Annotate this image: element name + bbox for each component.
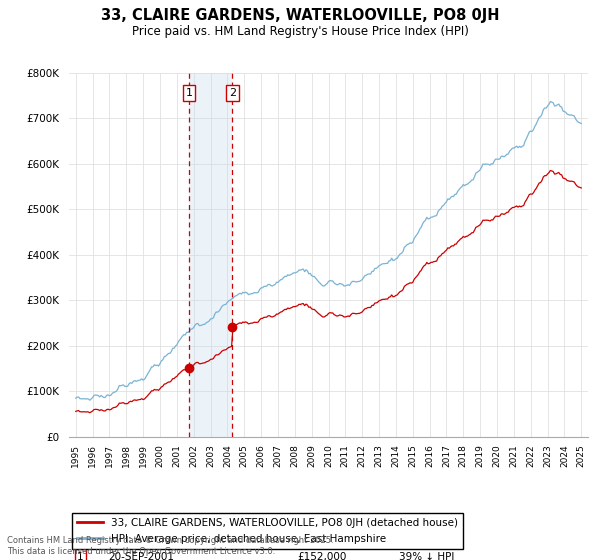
Text: £152,000: £152,000 <box>298 552 347 560</box>
Text: 1: 1 <box>77 552 84 560</box>
Text: 1: 1 <box>185 88 193 98</box>
Legend: 33, CLAIRE GARDENS, WATERLOOVILLE, PO8 0JH (detached house), HPI: Average price,: 33, CLAIRE GARDENS, WATERLOOVILLE, PO8 0… <box>71 513 463 549</box>
Text: 20-SEP-2001: 20-SEP-2001 <box>108 552 174 560</box>
Text: Contains HM Land Registry data © Crown copyright and database right 2025.
This d: Contains HM Land Registry data © Crown c… <box>7 536 334 556</box>
Text: Price paid vs. HM Land Registry's House Price Index (HPI): Price paid vs. HM Land Registry's House … <box>131 25 469 38</box>
Text: 39% ↓ HPI: 39% ↓ HPI <box>398 552 454 560</box>
Bar <box>189 73 232 437</box>
Text: 2: 2 <box>229 88 236 98</box>
Text: 33, CLAIRE GARDENS, WATERLOOVILLE, PO8 0JH: 33, CLAIRE GARDENS, WATERLOOVILLE, PO8 0… <box>101 8 499 24</box>
